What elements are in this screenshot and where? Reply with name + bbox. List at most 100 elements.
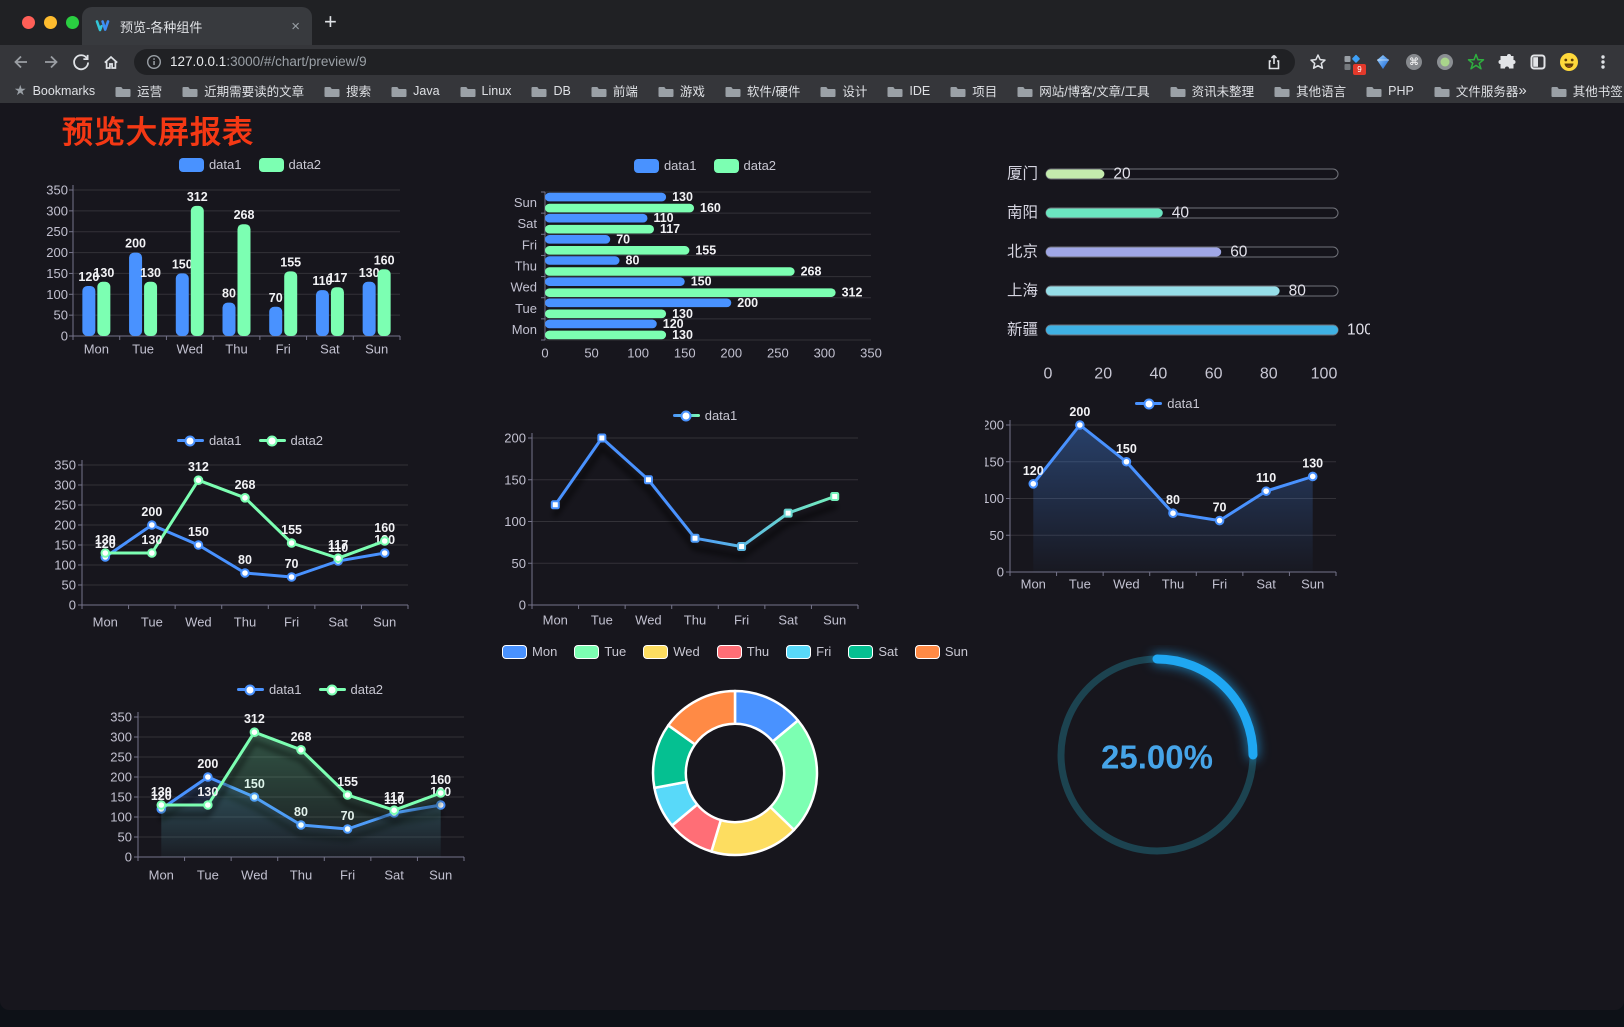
point-data1-Tue[interactable] [1075,420,1085,430]
bar-data1-Tue[interactable] [129,252,143,336]
point-data2-Sat[interactable] [389,805,399,815]
legend-item-Mon[interactable]: Mon [502,644,557,659]
point-data1-Mon[interactable] [550,500,560,510]
legend-item-Wed[interactable]: Wed [643,644,700,659]
point-data1-Fri[interactable] [1214,515,1225,526]
bookmark-folder[interactable]: 软件/硬件 [725,81,800,100]
point-data1-Tue[interactable] [147,520,157,530]
maximize-window-button[interactable] [66,16,79,29]
point-data1-Mon[interactable] [1028,479,1039,489]
point-data2-Sun[interactable] [379,536,390,546]
legend-item-Sat[interactable]: Sat [848,644,898,659]
extension-circle-icon[interactable] [1435,52,1455,72]
bookmark-folder[interactable]: Linux [460,84,511,98]
point-data2-Fri[interactable] [342,790,353,800]
extension-gem-icon[interactable] [1373,52,1393,72]
legend-item-Thu[interactable]: Thu [716,644,769,659]
point-data2-Wed[interactable] [193,475,204,486]
bar-data2-Thu[interactable] [545,267,795,276]
bar-data1-Thu[interactable] [222,302,236,336]
point-data1-Thu[interactable] [690,533,700,543]
point-data1-Sat[interactable] [1261,486,1271,496]
bookmark-folder[interactable]: 文件服务器 [1434,81,1518,100]
point-data1-Wed[interactable] [193,540,204,550]
progress-fill-南阳[interactable] [1046,208,1163,218]
progress-fill-新疆[interactable] [1046,325,1338,335]
bookmark-folder[interactable]: 游戏 [658,81,705,100]
bar-data2-Thu[interactable] [237,224,251,336]
point-data1-Fri[interactable] [286,572,297,582]
point-data1-Fri[interactable] [737,542,747,552]
point-data1-Sun[interactable] [1307,471,1318,482]
bar-data2-Sat[interactable] [330,287,344,336]
back-icon[interactable] [8,49,34,75]
bar-data2-Fri[interactable] [545,246,690,255]
progress-fill-上海[interactable] [1046,286,1280,296]
dark-mode-extension-icon[interactable] [1528,52,1548,72]
legend-item-Sun[interactable]: Sun [914,644,968,659]
bookmark-folder[interactable]: 近期需要读的文章 [182,81,304,100]
extension-green-star-icon[interactable] [1466,52,1486,72]
bar-data1-Sat[interactable] [315,290,329,336]
legend-item-Fri[interactable]: Fri [786,644,831,659]
legend-item-data1[interactable]: data1 [176,433,242,448]
bookmark-folder[interactable]: 运营 [115,81,162,100]
legend-item-data1[interactable]: data1 [633,158,697,173]
bookmark-folder[interactable]: 其他语言 [1274,81,1346,100]
bar-data1-Thu[interactable] [545,256,620,265]
bar-data2-Tue[interactable] [545,309,667,319]
bar-data2-Wed[interactable] [545,288,836,297]
point-data1-Thu[interactable] [240,568,250,578]
point-data2-Tue[interactable] [203,800,213,810]
pie-slice-Sun[interactable] [667,689,737,746]
bar-data2-Fri[interactable] [284,271,298,336]
bookmark-folder[interactable]: 资讯未整理 [1170,81,1254,100]
browser-menu-icon[interactable] [1590,49,1616,75]
point-data2-Mon[interactable] [156,800,167,810]
forward-icon[interactable] [38,49,64,75]
minimize-window-button[interactable] [44,16,57,29]
bookmark-folder[interactable]: IDE [887,84,930,98]
tab-close-icon[interactable]: × [291,17,300,35]
bookmark-folder[interactable]: Java [391,84,440,98]
point-data1-Thu[interactable] [1168,508,1178,518]
bar-data2-Sat[interactable] [545,224,654,234]
home-icon[interactable] [98,49,124,75]
bar-data1-Tue[interactable] [545,298,732,308]
bookmark-folder[interactable]: 网站/博客/文章/工具 [1017,81,1150,100]
url-bar[interactable]: 127.0.0.1:3000/#/chart/preview/9 [134,48,1295,75]
bookmark-folder[interactable]: 设计 [820,81,867,100]
extensions-puzzle-icon[interactable] [1497,52,1517,72]
point-data2-Sat[interactable] [333,553,343,563]
point-data1-Wed[interactable] [1121,456,1132,467]
close-window-button[interactable] [22,16,35,29]
point-data1-Sun[interactable] [379,548,390,558]
bar-data2-Tue[interactable] [144,281,158,336]
bar-data1-Sun[interactable] [545,192,667,202]
bar-data1-Mon[interactable] [545,319,657,329]
point-data2-Thu[interactable] [296,745,306,755]
legend-item-data1[interactable]: data1 [1135,396,1200,411]
bookmark-star-icon[interactable] [1305,49,1331,75]
new-tab-button[interactable]: + [324,9,337,34]
point-data1-Tue[interactable] [597,433,607,443]
bar-data1-Fri[interactable] [545,235,611,244]
reload-icon[interactable] [68,49,94,75]
bar-data2-Wed[interactable] [190,205,204,336]
legend-item-data1[interactable]: data1 [672,408,737,423]
emoji-extension-icon[interactable] [1559,52,1579,72]
point-data2-Mon[interactable] [100,548,111,558]
bar-data2-Mon[interactable] [545,330,667,340]
bar-data2-Mon[interactable] [97,281,111,336]
bar-data1-Sat[interactable] [545,213,648,223]
extension-command-icon[interactable]: ⌘ [1404,52,1424,72]
point-data2-Thu[interactable] [240,493,250,503]
point-data2-Fri[interactable] [286,538,297,548]
legend-item-data2[interactable]: data2 [713,158,776,173]
point-data1-Sun[interactable] [830,491,840,501]
bookmarks-manager[interactable]: ★ Bookmarks [14,82,95,99]
point-data1-Sat[interactable] [783,508,793,518]
bookmark-folder[interactable]: DB [531,84,571,98]
legend-item-data1[interactable]: data1 [236,682,302,697]
bookmark-folder[interactable]: 搜索 [324,81,371,100]
